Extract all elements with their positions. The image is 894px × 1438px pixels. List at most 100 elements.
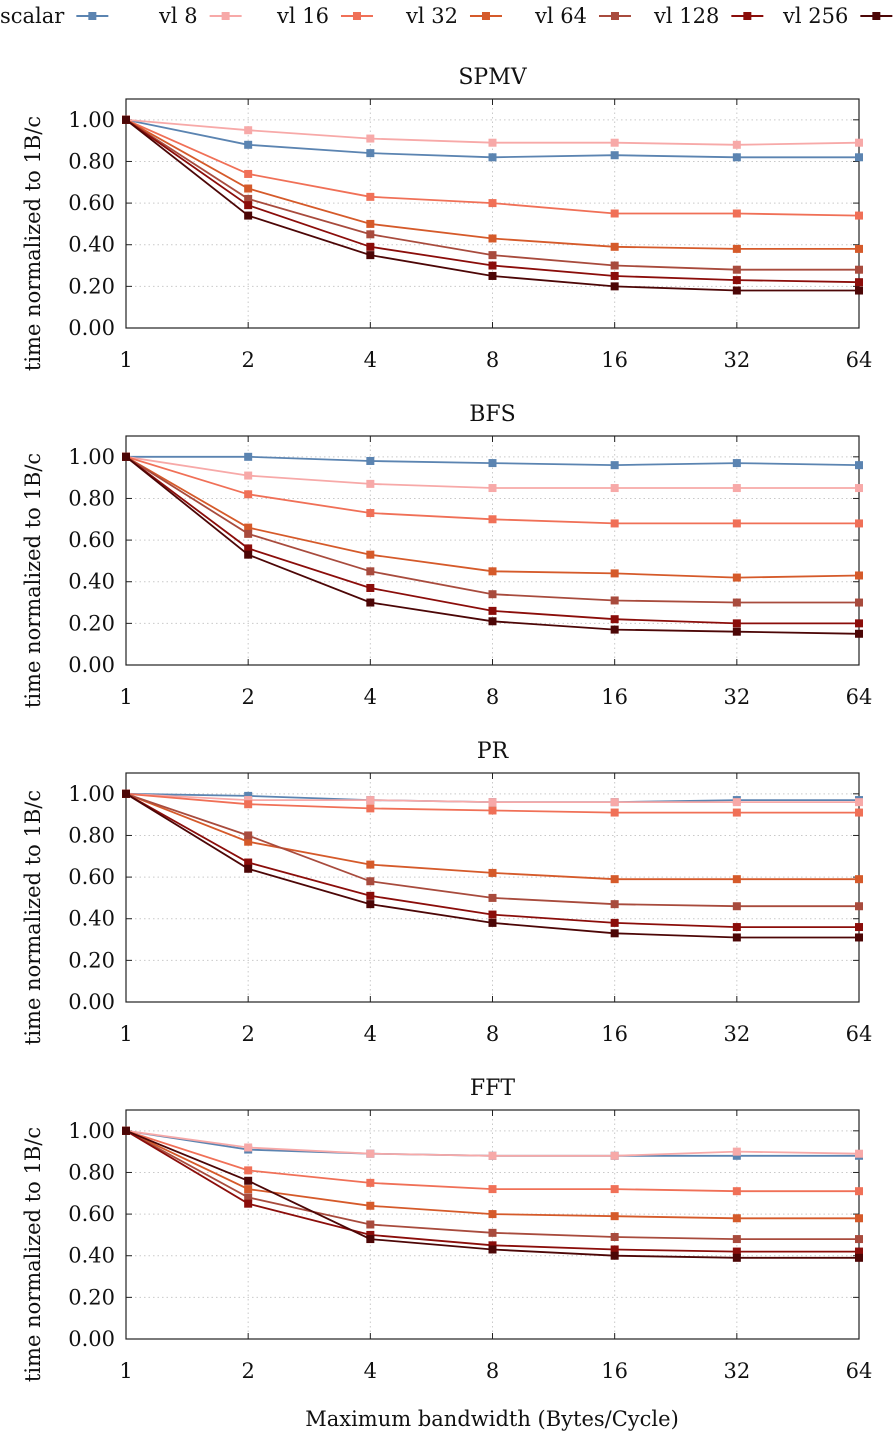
data-point: [488, 1185, 497, 1194]
x-tick-label: 32: [723, 1022, 750, 1046]
data-point: [610, 484, 619, 493]
series-vl-16: [122, 452, 863, 528]
data-point: [855, 1235, 863, 1244]
y-tick-label: 0.80: [68, 1160, 115, 1184]
data-point: [610, 615, 619, 624]
y-tick-label: 0.40: [68, 1244, 115, 1268]
data-point: [488, 606, 497, 615]
data-point: [244, 1193, 253, 1202]
x-tick-label: 1: [119, 1359, 132, 1383]
x-tick-label: 1: [119, 1022, 132, 1046]
x-tick-label: 2: [241, 1022, 254, 1046]
data-point: [244, 452, 253, 461]
x-tick-label: 16: [601, 685, 628, 709]
data-point: [366, 230, 375, 239]
data-point: [732, 1214, 741, 1223]
data-point: [488, 1151, 497, 1160]
panel-title: BFS: [469, 402, 516, 427]
data-point: [366, 804, 375, 813]
data-point: [366, 860, 375, 869]
data-point: [488, 1210, 497, 1219]
x-tick-label: 8: [486, 1022, 499, 1046]
y-axis-title: time normalized to 1B/c: [21, 1127, 45, 1382]
data-point: [244, 837, 253, 846]
data-point: [366, 877, 375, 886]
y-tick-label: 1.00: [68, 445, 115, 469]
data-point: [244, 1185, 253, 1194]
data-point: [244, 471, 253, 480]
y-tick-label: 0.00: [68, 990, 115, 1014]
series-vl-256: [122, 452, 863, 638]
data-point: [610, 875, 619, 884]
legend-entry: vl 64: [534, 4, 631, 28]
data-point: [366, 583, 375, 592]
y-tick-label: 0.00: [68, 1327, 115, 1351]
data-point: [244, 523, 253, 532]
data-point: [366, 509, 375, 518]
y-tick-label: 0.20: [68, 611, 115, 635]
data-point: [610, 271, 619, 280]
data-point: [855, 1247, 863, 1256]
data-point: [855, 933, 863, 942]
data-point: [488, 484, 497, 493]
series-vl-64: [122, 1126, 863, 1244]
x-tick-label: 8: [486, 348, 499, 372]
data-point: [610, 151, 619, 160]
x-tick-label: 64: [846, 348, 873, 372]
data-point: [610, 569, 619, 578]
y-tick-label: 0.60: [68, 528, 115, 552]
y-tick-label: 0.20: [68, 1285, 115, 1309]
data-point: [610, 1245, 619, 1254]
data-point: [610, 1251, 619, 1260]
y-tick-label: 0.80: [68, 823, 115, 847]
data-point: [488, 153, 497, 162]
data-point: [610, 282, 619, 291]
x-tick-label: 8: [486, 685, 499, 709]
data-point: [366, 900, 375, 909]
data-point: [488, 271, 497, 280]
data-point: [855, 211, 863, 220]
x-tick-label: 16: [601, 1359, 628, 1383]
panel-bfs: 0.00 0.20 0.40 0.60 0.80 1.00 1 2 4 8 16 32 64 BFS tim…: [21, 402, 872, 709]
x-tick-label: 4: [364, 685, 377, 709]
data-point: [610, 1212, 619, 1221]
x-tick-label: 2: [241, 685, 254, 709]
panel-title: FFT: [470, 1076, 516, 1101]
data-point: [366, 1235, 375, 1244]
data-point: [244, 490, 253, 499]
data-point: [732, 627, 741, 636]
data-point: [855, 1253, 863, 1262]
data-point: [732, 140, 741, 149]
data-point: [244, 796, 253, 805]
y-tick-label: 0.00: [68, 653, 115, 677]
data-point: [488, 261, 497, 270]
data-point: [855, 798, 863, 807]
series-vl-128: [122, 1126, 863, 1256]
x-tick-label: 4: [364, 348, 377, 372]
data-point: [855, 461, 863, 470]
series-vl-256: [122, 1126, 863, 1262]
x-tick-label: 16: [601, 348, 628, 372]
data-point: [732, 598, 741, 607]
data-point: [488, 910, 497, 919]
data-point: [610, 625, 619, 634]
data-point: [610, 900, 619, 909]
chart-panels: 0.00 0.20 0.40 0.60 0.80 1.00 1 2 4 8 16 32 64 SPMV ti…: [21, 65, 872, 1383]
data-point: [732, 153, 741, 162]
data-point: [732, 276, 741, 285]
x-axis-title: Maximum bandwidth (Bytes/Cycle): [305, 1407, 679, 1431]
data-point: [732, 1235, 741, 1244]
data-point: [732, 573, 741, 582]
data-point: [855, 138, 863, 147]
y-tick-label: 1.00: [68, 782, 115, 806]
legend-entry: vl 16: [276, 4, 373, 28]
y-tick-label: 0.60: [68, 865, 115, 889]
data-point: [855, 598, 863, 607]
x-tick-label: 64: [846, 1022, 873, 1046]
data-point: [855, 519, 863, 528]
data-point: [122, 115, 130, 124]
series-vl-64: [122, 452, 863, 607]
panel-title: SPMV: [458, 65, 527, 90]
legend-label: vl 64: [534, 4, 587, 28]
